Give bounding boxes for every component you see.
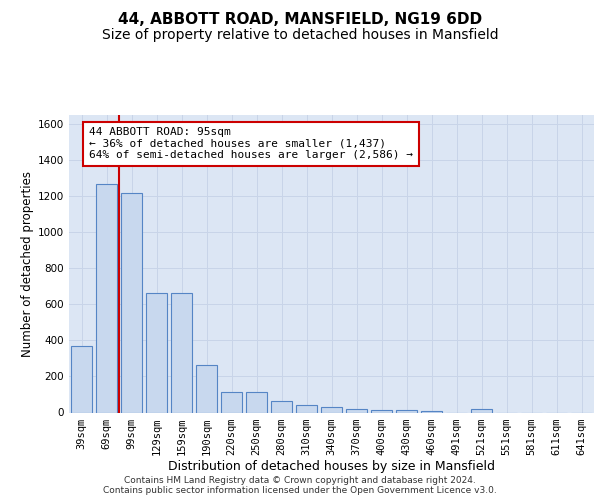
Bar [471, 409, 492, 412]
Text: 44, ABBOTT ROAD, MANSFIELD, NG19 6DD: 44, ABBOTT ROAD, MANSFIELD, NG19 6DD [118, 12, 482, 28]
Text: Size of property relative to detached houses in Mansfield: Size of property relative to detached ho… [101, 28, 499, 42]
Text: 44 ABBOTT ROAD: 95sqm
← 36% of detached houses are smaller (1,437)
64% of semi-d: 44 ABBOTT ROAD: 95sqm ← 36% of detached … [89, 127, 413, 160]
Bar [246, 392, 267, 412]
Bar [196, 364, 217, 412]
Bar [121, 194, 142, 412]
Bar [146, 292, 167, 412]
Bar [396, 410, 417, 412]
Bar [221, 392, 242, 412]
Y-axis label: Number of detached properties: Number of detached properties [21, 171, 34, 357]
Bar [171, 292, 192, 412]
Bar [71, 346, 92, 412]
Bar [321, 407, 342, 412]
Text: Contains HM Land Registry data © Crown copyright and database right 2024.
Contai: Contains HM Land Registry data © Crown c… [103, 476, 497, 495]
Bar [421, 410, 442, 412]
Bar [271, 401, 292, 412]
Bar [296, 406, 317, 412]
Bar [371, 410, 392, 412]
Bar [96, 184, 117, 412]
X-axis label: Distribution of detached houses by size in Mansfield: Distribution of detached houses by size … [168, 460, 495, 473]
Bar [346, 409, 367, 412]
